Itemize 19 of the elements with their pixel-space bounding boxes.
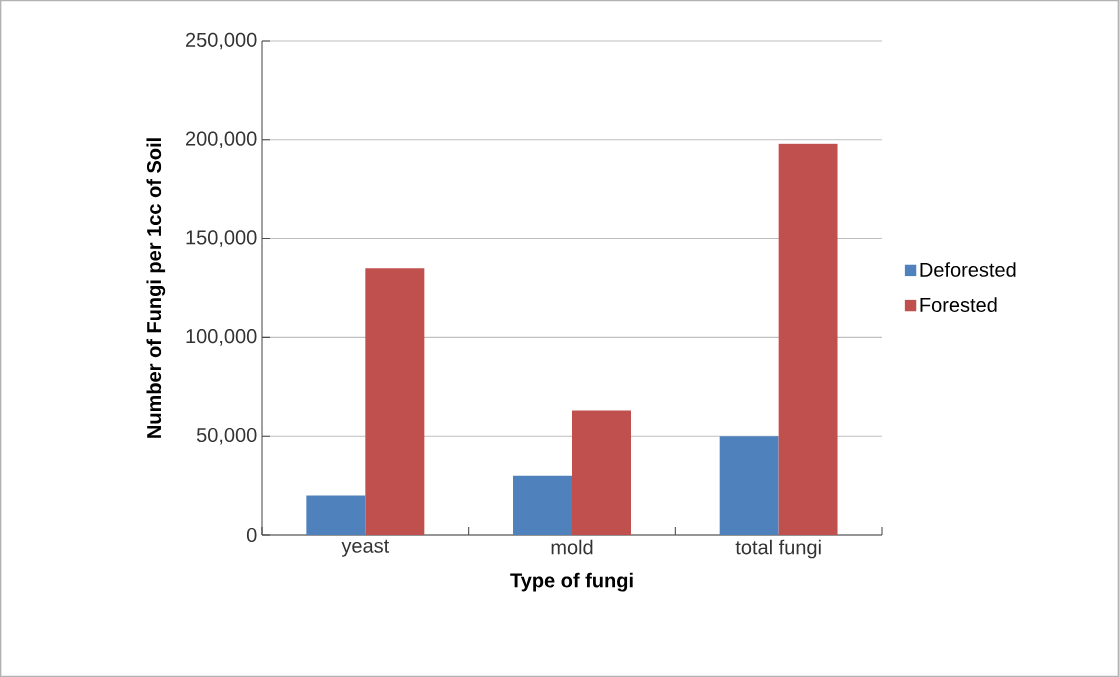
bar [513, 475, 573, 535]
y-axis-title: Number of Fungi per 1cc of Soil [146, 138, 166, 438]
legend-label: Forested [920, 297, 997, 312]
y-tick-label: 150,000 [186, 230, 257, 247]
x-axis-title: Type of fungi [510, 572, 633, 592]
y-tick-label: 100,000 [186, 329, 257, 346]
bar [719, 436, 779, 535]
bar [365, 268, 425, 535]
x-tick-label: yeast [341, 539, 390, 557]
bar [306, 495, 366, 535]
legend-label: Deforested [920, 262, 1016, 277]
bar [572, 410, 631, 535]
y-tick-label: 50,000 [196, 427, 257, 445]
y-tick-label: 200,000 [186, 131, 257, 149]
x-tick-label: mold [551, 539, 593, 555]
y-tick-label: 0 [246, 527, 257, 543]
y-tick-label: 250,000 [186, 32, 257, 50]
bar [778, 143, 838, 535]
x-tick-label: total fungi [735, 539, 821, 559]
